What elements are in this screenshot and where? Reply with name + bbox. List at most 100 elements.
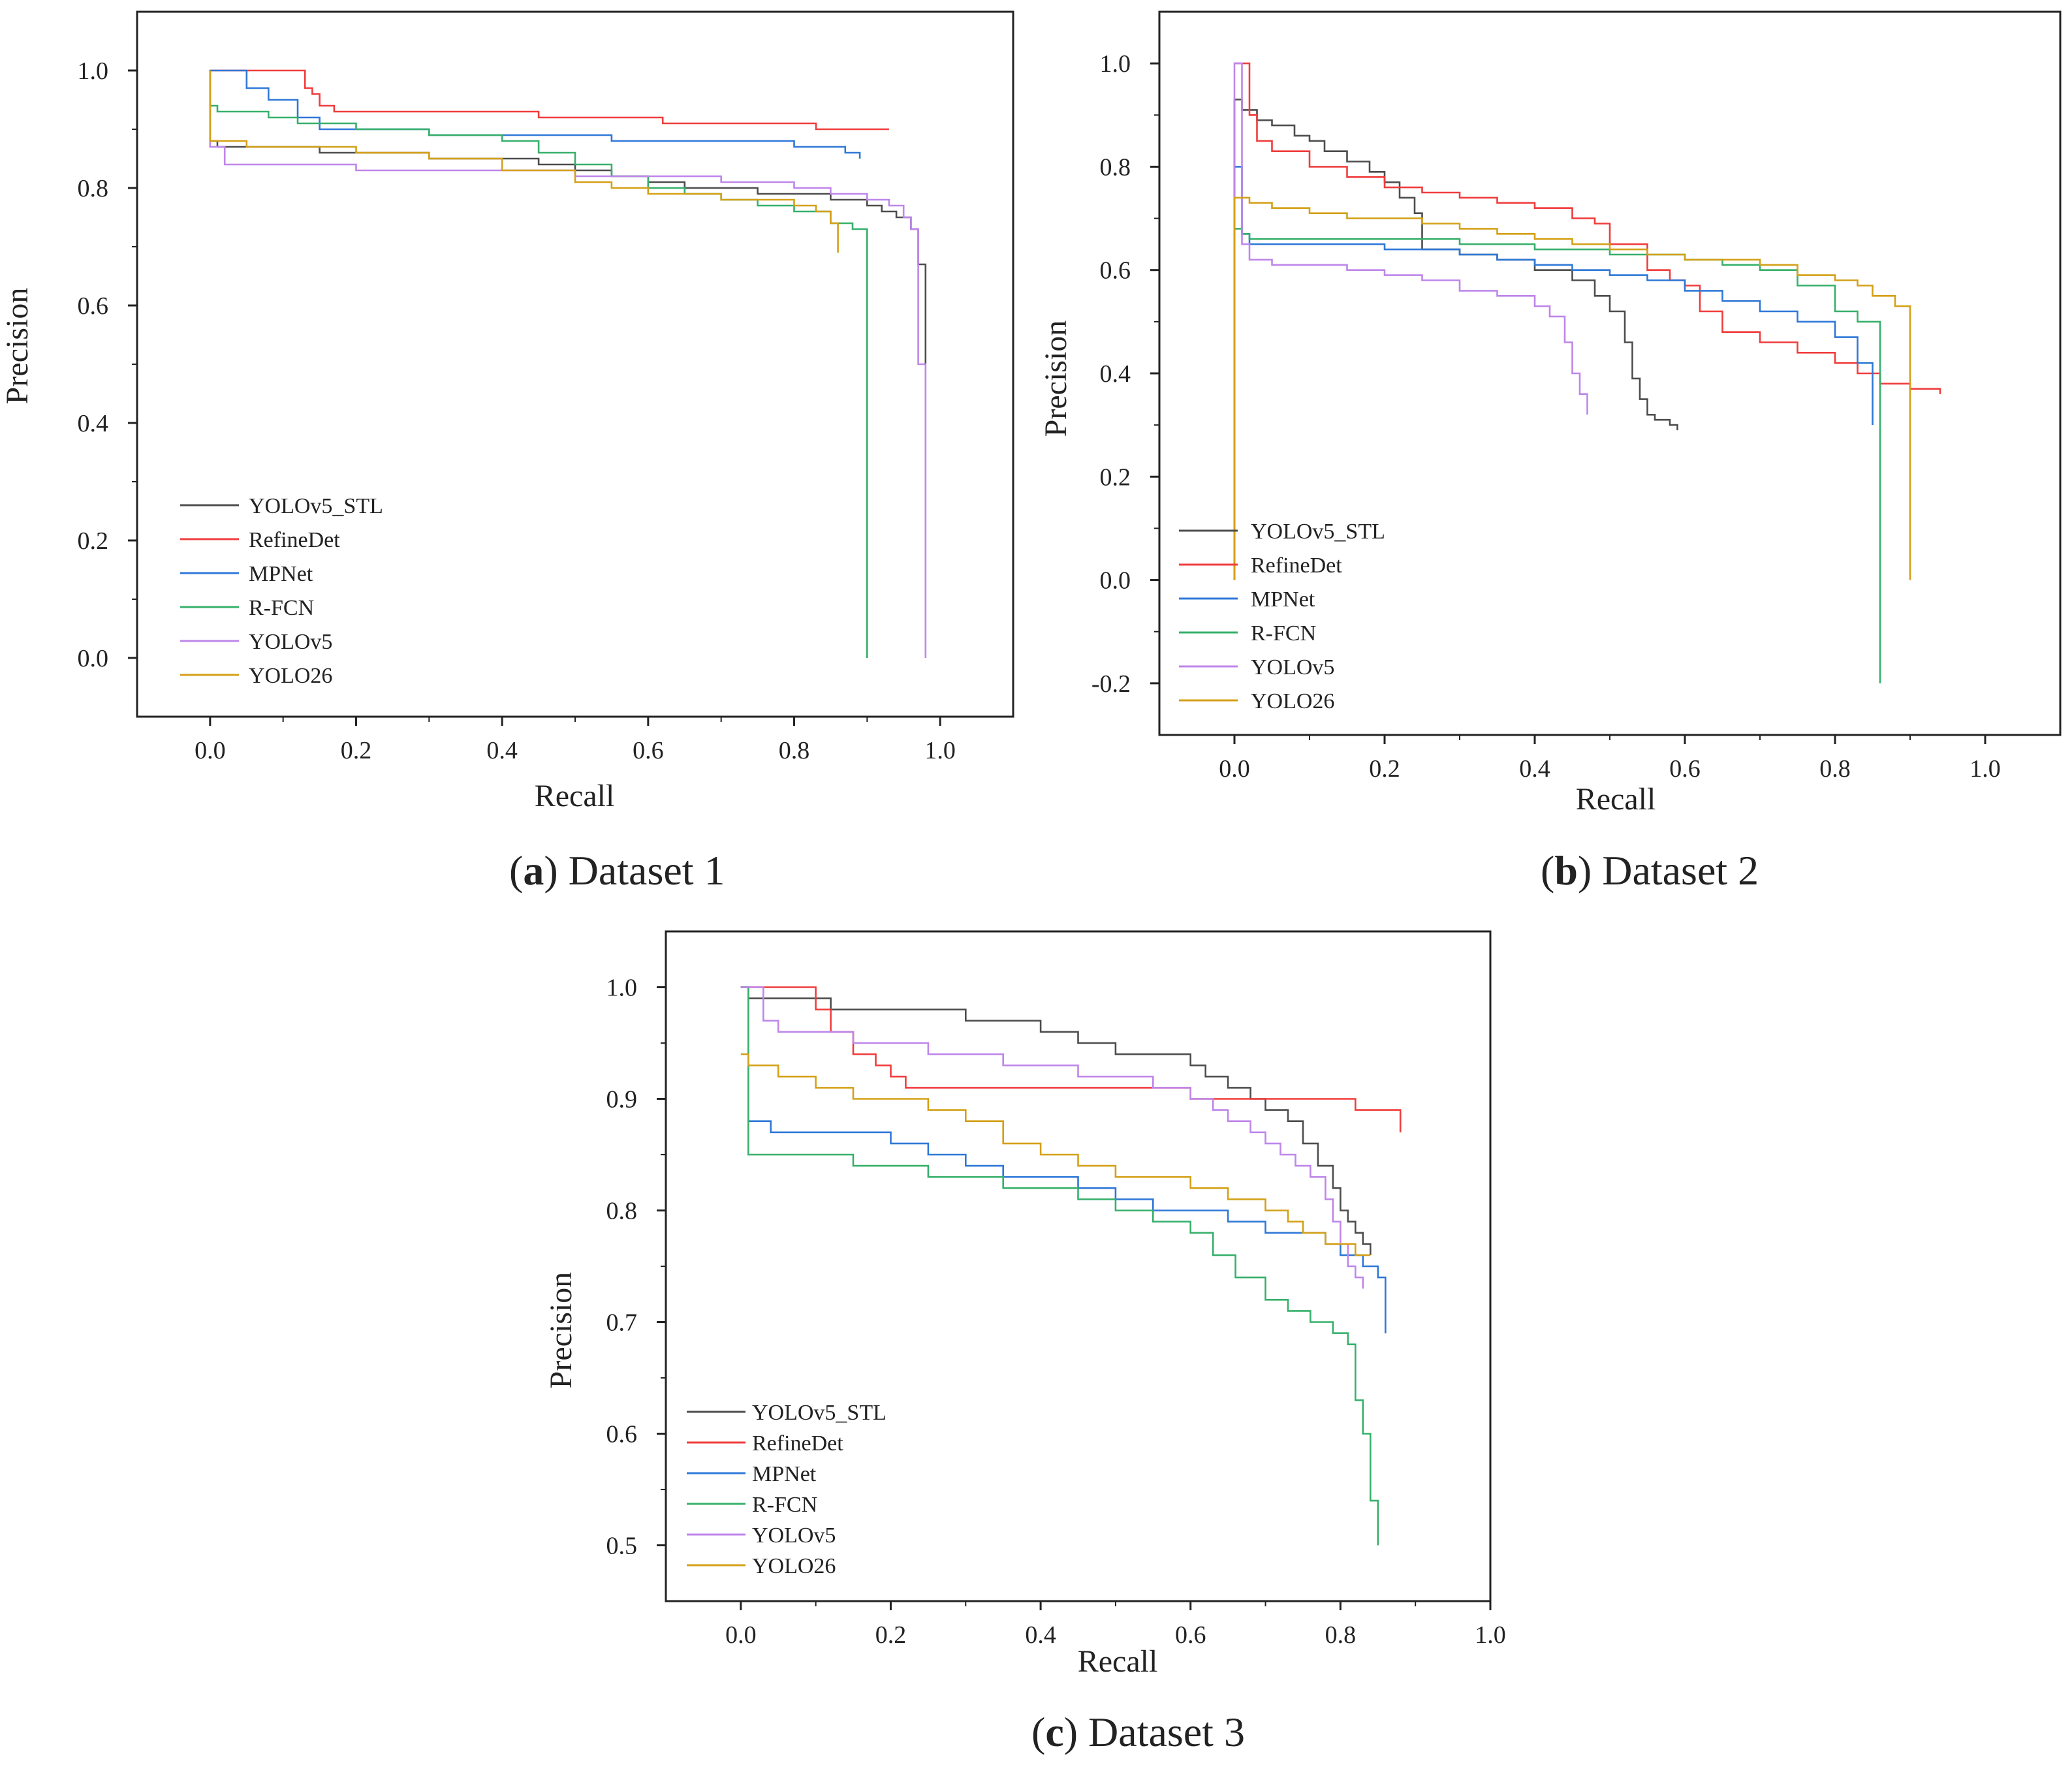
y-tick-label: 0.6 [606,1421,638,1448]
x-tick-label: 0.2 [1369,755,1400,783]
x-tick-label: 0.8 [779,737,810,764]
y-tick-label: 0.2 [1100,463,1131,491]
y-tick-label: 0.4 [1100,360,1131,388]
y-tick-label: 1.0 [606,975,638,1002]
caption-close: ) [544,847,557,894]
series-line-mpnet [1233,166,1874,580]
x-tick-label: 1.0 [1970,755,2001,783]
series-line-yolo26 [1233,196,1911,580]
x-tick-label: 0.6 [633,737,664,764]
chart-panel-a: 0.0 0.2 0.4 0.6 0.8 1.0 0.0 0.2 0.4 0.6 0.8 1.0 Reca… [0,10,1014,894]
y-axis-title: Precision [1039,320,1073,437]
caption-text: Dataset 3 [1078,1709,1245,1755]
y-axis-title: Precision [544,1272,578,1389]
legend-label: RefineDet [752,1431,843,1456]
panel-caption: (c) Dataset 3 [1031,1709,1245,1755]
series-lines [740,986,1402,1546]
legend: YOLOv5_STL RefineDet MPNet R-FCN YOLOv5 YOLO2… [1179,520,1385,713]
legend-label: YOLOv5_STL [1251,520,1385,544]
series-line-yolo26 [740,1053,1371,1256]
y-tick-label: 0.0 [78,645,109,672]
x-tick-label: 0.4 [1519,755,1550,783]
legend-label: YOLOv5_STL [249,494,383,518]
series-line-refinedet [740,986,1402,1132]
x-axis-title: Recall [1576,782,1656,817]
series-line-yolov5 [740,986,1364,1289]
legend-label: YOLOv5 [752,1523,836,1548]
x-tick-label: 1.0 [924,737,956,764]
x-tick-label: 0.6 [1669,755,1701,783]
legend-label: MPNet [752,1462,817,1486]
legend-label: R-FCN [752,1493,817,1517]
legend-label: MPNet [249,562,313,586]
y-tick-label: 0.5 [606,1533,638,1560]
legend-label: YOLOv5 [249,630,332,654]
caption-letter: b [1554,847,1578,894]
caption-letter: c [1045,1709,1063,1755]
series-line-refinedet [1234,62,1941,394]
x-tick-label: 0.0 [725,1621,757,1649]
legend-label: YOLO26 [1251,689,1334,713]
caption-open: ( [1031,1709,1045,1755]
y-tick-label: 0.6 [78,292,109,320]
series-line-r-fcn [740,986,1379,1546]
legend-label: YOLO26 [249,664,332,688]
series-line-yolov5-stl [209,70,927,364]
y-tick-label: 0.6 [1100,257,1131,285]
caption-open: ( [509,847,523,894]
legend-label: YOLOv5_STL [752,1401,887,1425]
chart-panel-b: 0.0 0.2 0.4 0.6 0.8 1.0 -0.2 0.0 0.2 0.4 0.6 0.8 1.0… [1039,10,2062,894]
x-tick-label: 0.0 [195,737,226,764]
legend-label: MPNet [1251,587,1315,612]
y-tick-label: 0.9 [606,1086,638,1114]
caption-text: Dataset 1 [558,847,725,894]
panel-caption: (a) Dataset 1 [509,847,725,894]
legend-label: RefineDet [249,528,340,552]
caption-letter: a [523,847,544,894]
series-lines [1233,62,1941,683]
caption-close: ) [1578,847,1592,894]
series-line-yolov5 [209,70,927,658]
legend-label: R-FCN [249,596,314,620]
y-tick-label: 1.0 [1100,50,1131,78]
y-tick-label: 0.8 [1100,153,1131,181]
legend-label: R-FCN [1251,621,1316,646]
caption-close: ) [1064,1709,1078,1755]
y-tick-label: 0.4 [78,410,109,437]
series-line-yolov5-stl [740,986,1372,1255]
legend-label: YOLO26 [752,1554,836,1578]
legend: YOLOv5_STL RefineDet MPNet R-FCN YOLOv5 YOLO2… [180,494,383,688]
x-axis-title: Recall [535,779,615,813]
charts-group: 0.0 0.2 0.4 0.6 0.8 1.0 0.0 0.2 0.4 0.6 0.8 1.0 Reca… [0,10,2062,1755]
x-tick-label: 0.6 [1175,1621,1206,1649]
series-line-refinedet [209,69,889,141]
series-lines [209,69,927,658]
x-tick-label: 1.0 [1475,1621,1506,1649]
legend: YOLOv5_STL RefineDet MPNet R-FCN YOLOv5 YOLO2… [687,1401,887,1578]
legend-label: YOLOv5 [1251,655,1334,679]
y-tick-label: 0.8 [606,1198,638,1225]
y-tick-label: 0.7 [606,1309,638,1337]
x-tick-label: 0.2 [341,737,372,764]
x-tick-label: 0.4 [486,737,518,764]
y-tick-label: 1.0 [78,57,109,85]
x-tick-label: 0.0 [1219,755,1250,783]
y-tick-label: 0.2 [78,527,109,555]
x-tick-label: 0.8 [1819,755,1851,783]
caption-open: ( [1541,847,1554,894]
legend-label: RefineDet [1251,554,1342,578]
y-tick-label: 0.0 [1100,567,1131,595]
x-tick-label: 0.4 [1025,1621,1056,1649]
x-axis-title: Recall [1078,1644,1158,1679]
y-tick-label: -0.2 [1091,670,1131,698]
x-tick-label: 0.8 [1325,1621,1357,1649]
y-axis-title: Precision [0,288,35,405]
y-tick-label: 0.8 [78,175,109,202]
caption-text: Dataset 2 [1592,847,1759,894]
x-tick-label: 0.2 [875,1621,907,1649]
panel-caption: (b) Dataset 2 [1541,847,1759,894]
chart-panel-c: 0.0 0.2 0.4 0.6 0.8 1.0 0.5 0.6 0.7 0.8 0.9 1.0 Reca… [544,930,1506,1755]
series-line-yolov5 [1233,62,1588,580]
